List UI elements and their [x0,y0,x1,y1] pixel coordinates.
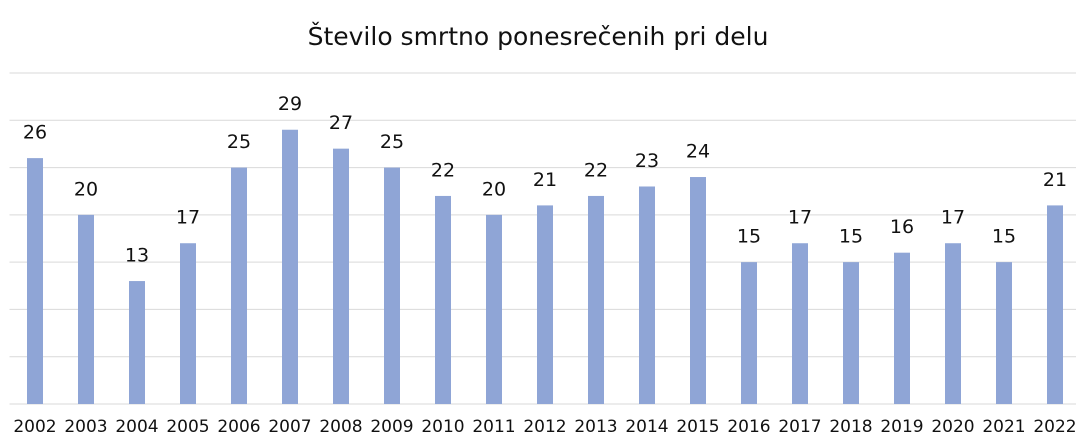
bar [537,205,553,404]
data-label: 23 [635,150,659,172]
data-label: 17 [176,207,200,229]
bar [894,252,910,404]
data-label: 17 [941,207,965,229]
x-tick-label: 2012 [523,417,566,437]
x-tick-label: 2018 [829,417,872,437]
x-tick-label: 2019 [880,417,923,437]
x-tick-label: 2017 [778,417,821,437]
x-tick-label: 2011 [472,417,515,437]
bar [486,214,502,404]
bar [333,148,349,404]
x-tick-label: 2021 [982,417,1025,437]
bar [588,195,604,404]
data-label: 29 [278,93,302,115]
bar [639,186,655,404]
bar [945,243,961,404]
bar [384,167,400,404]
data-label: 25 [380,131,404,153]
x-tick-label: 2009 [370,417,413,437]
x-tick-label: 2016 [727,417,770,437]
data-label: 16 [890,216,914,238]
data-label: 22 [584,159,608,181]
bar [180,243,196,404]
bar [792,243,808,404]
x-tick-label: 2010 [421,417,464,437]
data-label: 20 [482,178,506,200]
x-tick-label: 2004 [115,417,158,437]
data-label: 15 [737,226,761,248]
bar [741,262,757,404]
x-tick-label: 2014 [625,417,668,437]
data-label: 21 [533,169,557,191]
x-tick-label: 2022 [1033,417,1076,437]
data-label: 17 [788,207,812,229]
x-tick-label: 2003 [64,417,107,437]
bar [843,262,859,404]
data-label: 20 [74,178,98,200]
x-tick-label: 2007 [268,417,311,437]
bar [996,262,1012,404]
bar [435,195,451,404]
data-label: 26 [23,122,47,144]
x-tick-label: 2020 [931,417,974,437]
bar [27,158,43,404]
bar [78,214,94,404]
bar [690,177,706,404]
data-label: 22 [431,159,455,181]
bar [282,129,298,404]
data-label: 15 [992,226,1016,248]
data-label: 24 [686,141,710,163]
x-tick-label: 2005 [166,417,209,437]
x-tick-label: 2002 [13,417,56,437]
bar [231,167,247,404]
data-label: 27 [329,112,353,134]
data-label: 21 [1043,169,1067,191]
x-tick-label: 2013 [574,417,617,437]
x-tick-label: 2006 [217,417,260,437]
data-label: 25 [227,131,251,153]
chart-title: Število smrtno ponesrečenih pri delu [308,21,769,51]
bar [129,281,145,404]
x-tick-label: 2015 [676,417,719,437]
data-label: 15 [839,226,863,248]
bar [1047,205,1063,404]
data-label: 13 [125,245,149,267]
x-tick-label: 2008 [319,417,362,437]
